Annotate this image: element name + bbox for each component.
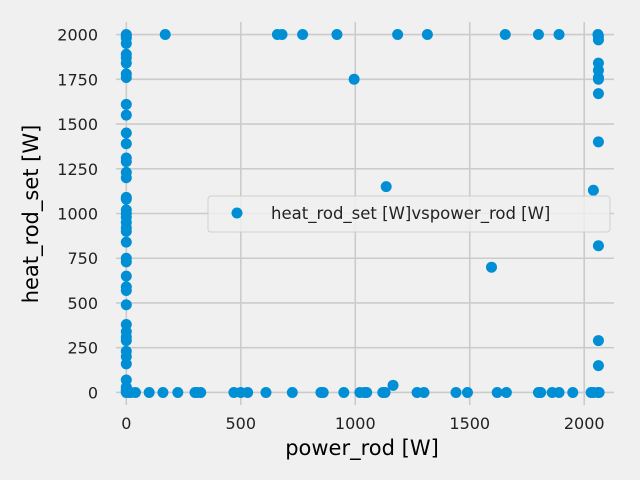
data-point xyxy=(129,386,141,398)
data-point xyxy=(159,29,171,41)
data-point xyxy=(120,284,132,296)
data-point xyxy=(286,386,298,398)
data-point xyxy=(461,386,473,398)
x-tick-label: 0 xyxy=(121,414,131,433)
data-point xyxy=(593,386,605,398)
x-tick-label: 1000 xyxy=(335,414,376,433)
y-tick-label: 1000 xyxy=(57,205,98,224)
y-tick-label: 1250 xyxy=(57,160,98,179)
data-point xyxy=(120,270,132,282)
y-tick-label: 250 xyxy=(67,339,98,358)
data-point xyxy=(120,256,132,268)
data-point xyxy=(392,29,404,41)
data-point xyxy=(491,386,503,398)
data-point xyxy=(592,34,604,46)
y-tick-label: 0 xyxy=(88,383,98,402)
data-point xyxy=(120,225,132,237)
data-point xyxy=(500,386,512,398)
data-point xyxy=(592,88,604,100)
data-point xyxy=(532,29,544,41)
data-point xyxy=(486,261,498,273)
y-tick-labels: 0 250 500 750 1000 1250 1500 1750 2000 xyxy=(57,26,98,403)
data-point xyxy=(361,386,373,398)
data-point xyxy=(120,193,132,205)
data-point xyxy=(348,73,360,85)
data-point xyxy=(120,98,132,110)
data-point xyxy=(387,379,399,391)
data-point xyxy=(120,335,132,347)
data-point xyxy=(157,386,169,398)
data-point xyxy=(592,360,604,372)
data-point xyxy=(421,29,433,41)
data-point xyxy=(418,386,430,398)
data-point xyxy=(499,29,511,41)
legend-marker xyxy=(231,207,243,219)
data-point xyxy=(592,136,604,148)
data-points xyxy=(120,29,605,398)
data-point xyxy=(120,109,132,121)
y-tick-label: 2000 xyxy=(57,26,98,45)
data-point xyxy=(317,386,329,398)
y-tick-label: 1500 xyxy=(57,115,98,134)
data-point xyxy=(331,29,343,41)
data-point xyxy=(450,386,462,398)
data-point xyxy=(338,386,350,398)
data-point xyxy=(297,29,309,41)
data-point xyxy=(592,240,604,252)
x-tick-label: 2000 xyxy=(564,414,605,433)
y-tick-label: 1750 xyxy=(57,70,98,89)
data-point xyxy=(380,181,392,193)
data-point xyxy=(120,127,132,139)
data-point xyxy=(120,172,132,184)
y-tick-label: 500 xyxy=(67,294,98,313)
legend-label: heat_rod_set [W]vspower_rod [W] xyxy=(271,204,550,224)
data-point xyxy=(535,386,547,398)
x-tick-label: 500 xyxy=(226,414,257,433)
data-point xyxy=(592,73,604,85)
x-tick-label: 1500 xyxy=(449,414,490,433)
data-point xyxy=(120,299,132,311)
data-point xyxy=(172,386,184,398)
data-point xyxy=(120,71,132,83)
x-tick-labels: 0 500 1000 1500 2000 xyxy=(121,414,604,433)
data-point xyxy=(120,236,132,248)
data-point xyxy=(567,386,579,398)
data-point xyxy=(553,29,565,41)
y-tick-label: 750 xyxy=(67,249,98,268)
data-point xyxy=(195,386,207,398)
data-point xyxy=(587,184,599,196)
data-point xyxy=(379,386,391,398)
y-axis-label: heat_rod_set [W] xyxy=(19,125,44,304)
legend: heat_rod_set [W]vspower_rod [W] xyxy=(207,195,611,233)
data-point xyxy=(592,335,604,347)
data-point xyxy=(120,156,132,168)
legend-box xyxy=(207,195,611,233)
data-point xyxy=(143,386,155,398)
data-point xyxy=(120,57,132,69)
data-point xyxy=(120,358,132,370)
data-point xyxy=(260,386,272,398)
data-point xyxy=(120,37,132,49)
data-point xyxy=(276,29,288,41)
data-point xyxy=(120,138,132,150)
data-point xyxy=(553,386,565,398)
x-axis-label: power_rod [W] xyxy=(285,436,439,461)
data-point xyxy=(242,386,254,398)
